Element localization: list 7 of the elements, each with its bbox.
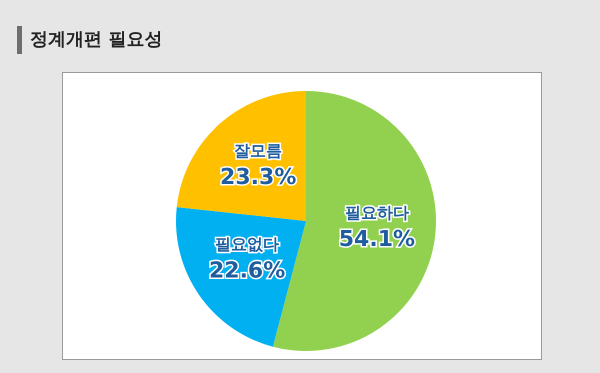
chart-title: 정계개편 필요성: [30, 28, 162, 51]
slice-label: 잘모름: [234, 140, 282, 160]
slice-label: 필요하다: [344, 203, 409, 222]
slice-label: 필요없다: [215, 234, 280, 254]
data-label: 22.6%: [208, 258, 286, 284]
data-label: 23.3%: [220, 164, 296, 190]
data-label: 54.1%: [338, 227, 416, 252]
